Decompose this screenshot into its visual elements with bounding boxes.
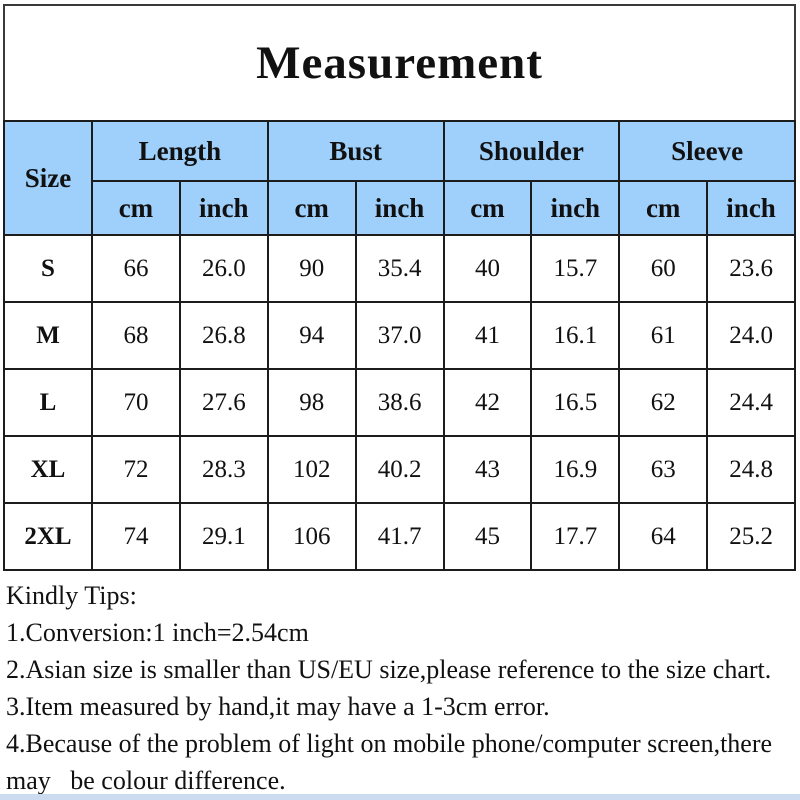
data-cell: 24.4	[706, 368, 796, 437]
data-cell: 70	[91, 368, 181, 437]
data-cell: 40.2	[354, 435, 445, 504]
size-label: XL	[3, 435, 93, 504]
data-cell: 106	[266, 502, 357, 571]
unit-header-sleeve-inch: inch	[706, 180, 796, 236]
data-cell: 38.6	[354, 368, 445, 437]
col-header-length: Length	[91, 120, 269, 182]
data-cell: 42	[442, 368, 533, 437]
unit-header-sleeve-cm: cm	[618, 180, 709, 236]
bottom-edge-strip	[0, 794, 800, 800]
tip-line: 1.Conversion:1 inch=2.54cm	[6, 618, 309, 647]
data-cell: 63	[618, 435, 709, 504]
data-cell: 35.4	[354, 234, 445, 303]
data-cell: 45	[442, 502, 533, 571]
table-group-header-row: Size Length Bust Shoulder Sleeve	[3, 120, 796, 236]
unit-header-bust-inch: inch	[354, 180, 445, 236]
data-cell: 102	[266, 435, 357, 504]
size-label: L	[3, 368, 93, 437]
data-cell: 41.7	[354, 502, 445, 571]
tips-heading: Kindly Tips:	[6, 581, 137, 610]
col-header-sleeve: Sleeve	[618, 120, 796, 182]
data-cell: 15.7	[530, 234, 621, 303]
size-label: 2XL	[3, 502, 93, 571]
data-cell: 41	[442, 301, 533, 370]
table-row: L 70 27.6 98 38.6 42 16.5 62 24.4	[3, 368, 796, 437]
tip-line: 2.Asian size is smaller than US/EU size,…	[6, 655, 772, 684]
data-cell: 16.1	[530, 301, 621, 370]
data-cell: 23.6	[706, 234, 796, 303]
tip-line: 3.Item measured by hand,it may have a 1-…	[6, 692, 550, 721]
page-title: Measurement	[256, 37, 543, 89]
table-row: M 68 26.8 94 37.0 41 16.1 61 24.0	[3, 301, 796, 370]
table-row: S 66 26.0 90 35.4 40 15.7 60 23.6	[3, 234, 796, 303]
data-cell: 72	[91, 435, 181, 504]
col-header-size: Size	[3, 120, 93, 236]
col-header-shoulder: Shoulder	[442, 120, 621, 182]
unit-header-bust-cm: cm	[266, 180, 357, 236]
data-cell: 28.3	[178, 435, 269, 504]
data-cell: 24.0	[706, 301, 796, 370]
data-cell: 16.9	[530, 435, 621, 504]
size-label: S	[3, 234, 93, 303]
unit-header-length-inch: inch	[178, 180, 269, 236]
kindly-tips-section: Kindly Tips: 1.Conversion:1 inch=2.54cm …	[6, 577, 792, 799]
title-box: Measurement	[3, 4, 796, 122]
data-cell: 60	[618, 234, 709, 303]
unit-header-length-cm: cm	[91, 180, 181, 236]
data-cell: 27.6	[178, 368, 269, 437]
data-cell: 40	[442, 234, 533, 303]
table-row: 2XL 74 29.1 106 41.7 45 17.7 64 25.2	[3, 502, 796, 571]
data-cell: 62	[618, 368, 709, 437]
data-cell: 64	[618, 502, 709, 571]
unit-header-shoulder-inch: inch	[530, 180, 621, 236]
data-cell: 98	[266, 368, 357, 437]
data-cell: 61	[618, 301, 709, 370]
data-cell: 37.0	[354, 301, 445, 370]
data-cell: 66	[91, 234, 181, 303]
unit-header-shoulder-cm: cm	[442, 180, 533, 236]
data-cell: 16.5	[530, 368, 621, 437]
data-cell: 68	[91, 301, 181, 370]
col-header-bust: Bust	[266, 120, 445, 182]
data-cell: 26.8	[178, 301, 269, 370]
data-cell: 25.2	[706, 502, 796, 571]
data-cell: 24.8	[706, 435, 796, 504]
data-cell: 29.1	[178, 502, 269, 571]
data-cell: 43	[442, 435, 533, 504]
data-cell: 26.0	[178, 234, 269, 303]
data-cell: 17.7	[530, 502, 621, 571]
tip-line: 4.Because of the problem of light on mob…	[6, 729, 779, 795]
measurement-table: Size Length Bust Shoulder Sleeve cm inch…	[3, 120, 796, 571]
table-row: XL 72 28.3 102 40.2 43 16.9 63 24.8	[3, 435, 796, 504]
data-cell: 74	[91, 502, 181, 571]
table-unit-header-row: cm inch cm inch cm inch cm inch	[4, 180, 796, 236]
size-label: M	[3, 301, 93, 370]
data-cell: 94	[266, 301, 357, 370]
data-cell: 90	[266, 234, 357, 303]
